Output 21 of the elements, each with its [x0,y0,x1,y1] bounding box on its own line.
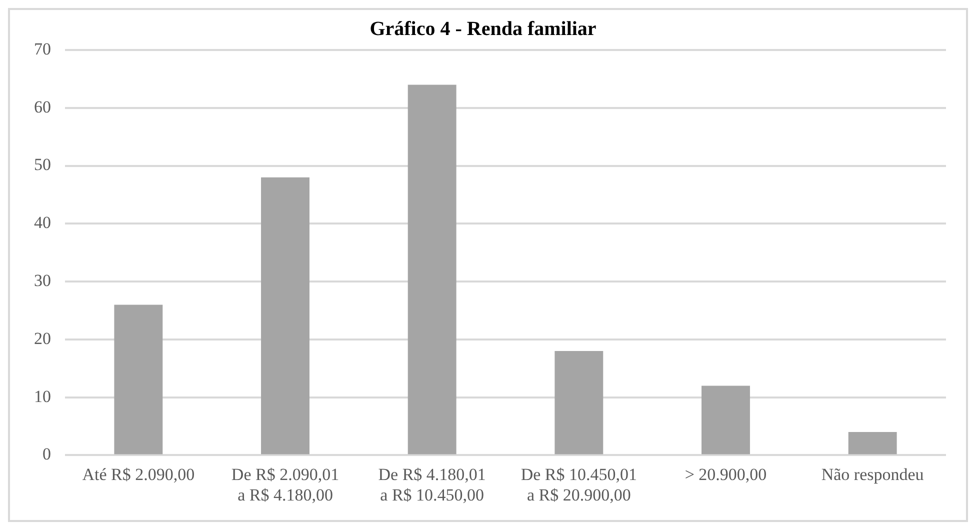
y-tick-label: 10 [34,386,51,406]
bar [554,351,604,454]
bar [702,386,750,454]
y-tick-label: 40 [34,213,51,232]
y-tick-label: 70 [34,39,51,58]
x-tick-label: De R$ 4.180,01 a R$ 10.450,00 [378,464,486,504]
x-tick-label: De R$ 10.450,01 a R$ 20.900,00 [520,464,638,504]
x-tick-label: De R$ 2.090,01 a R$ 4.180,00 [231,464,340,504]
y-tick-label: 20 [34,328,51,348]
chart-title: Gráfico 4 - Renda familiar [370,18,596,40]
bar [848,432,897,454]
bar [261,177,310,454]
x-tick-label: Não respondeu [821,464,924,484]
bar [408,84,456,454]
y-tick-label: 50 [34,155,51,174]
y-tick-label: 0 [42,444,51,464]
x-tick-label: Até R$ 2.090,00 [82,464,195,484]
y-tick-label: 60 [34,97,51,116]
y-tick-label: 30 [34,271,51,290]
bar [114,304,163,454]
x-tick-label: > 20.900,00 [684,464,767,484]
